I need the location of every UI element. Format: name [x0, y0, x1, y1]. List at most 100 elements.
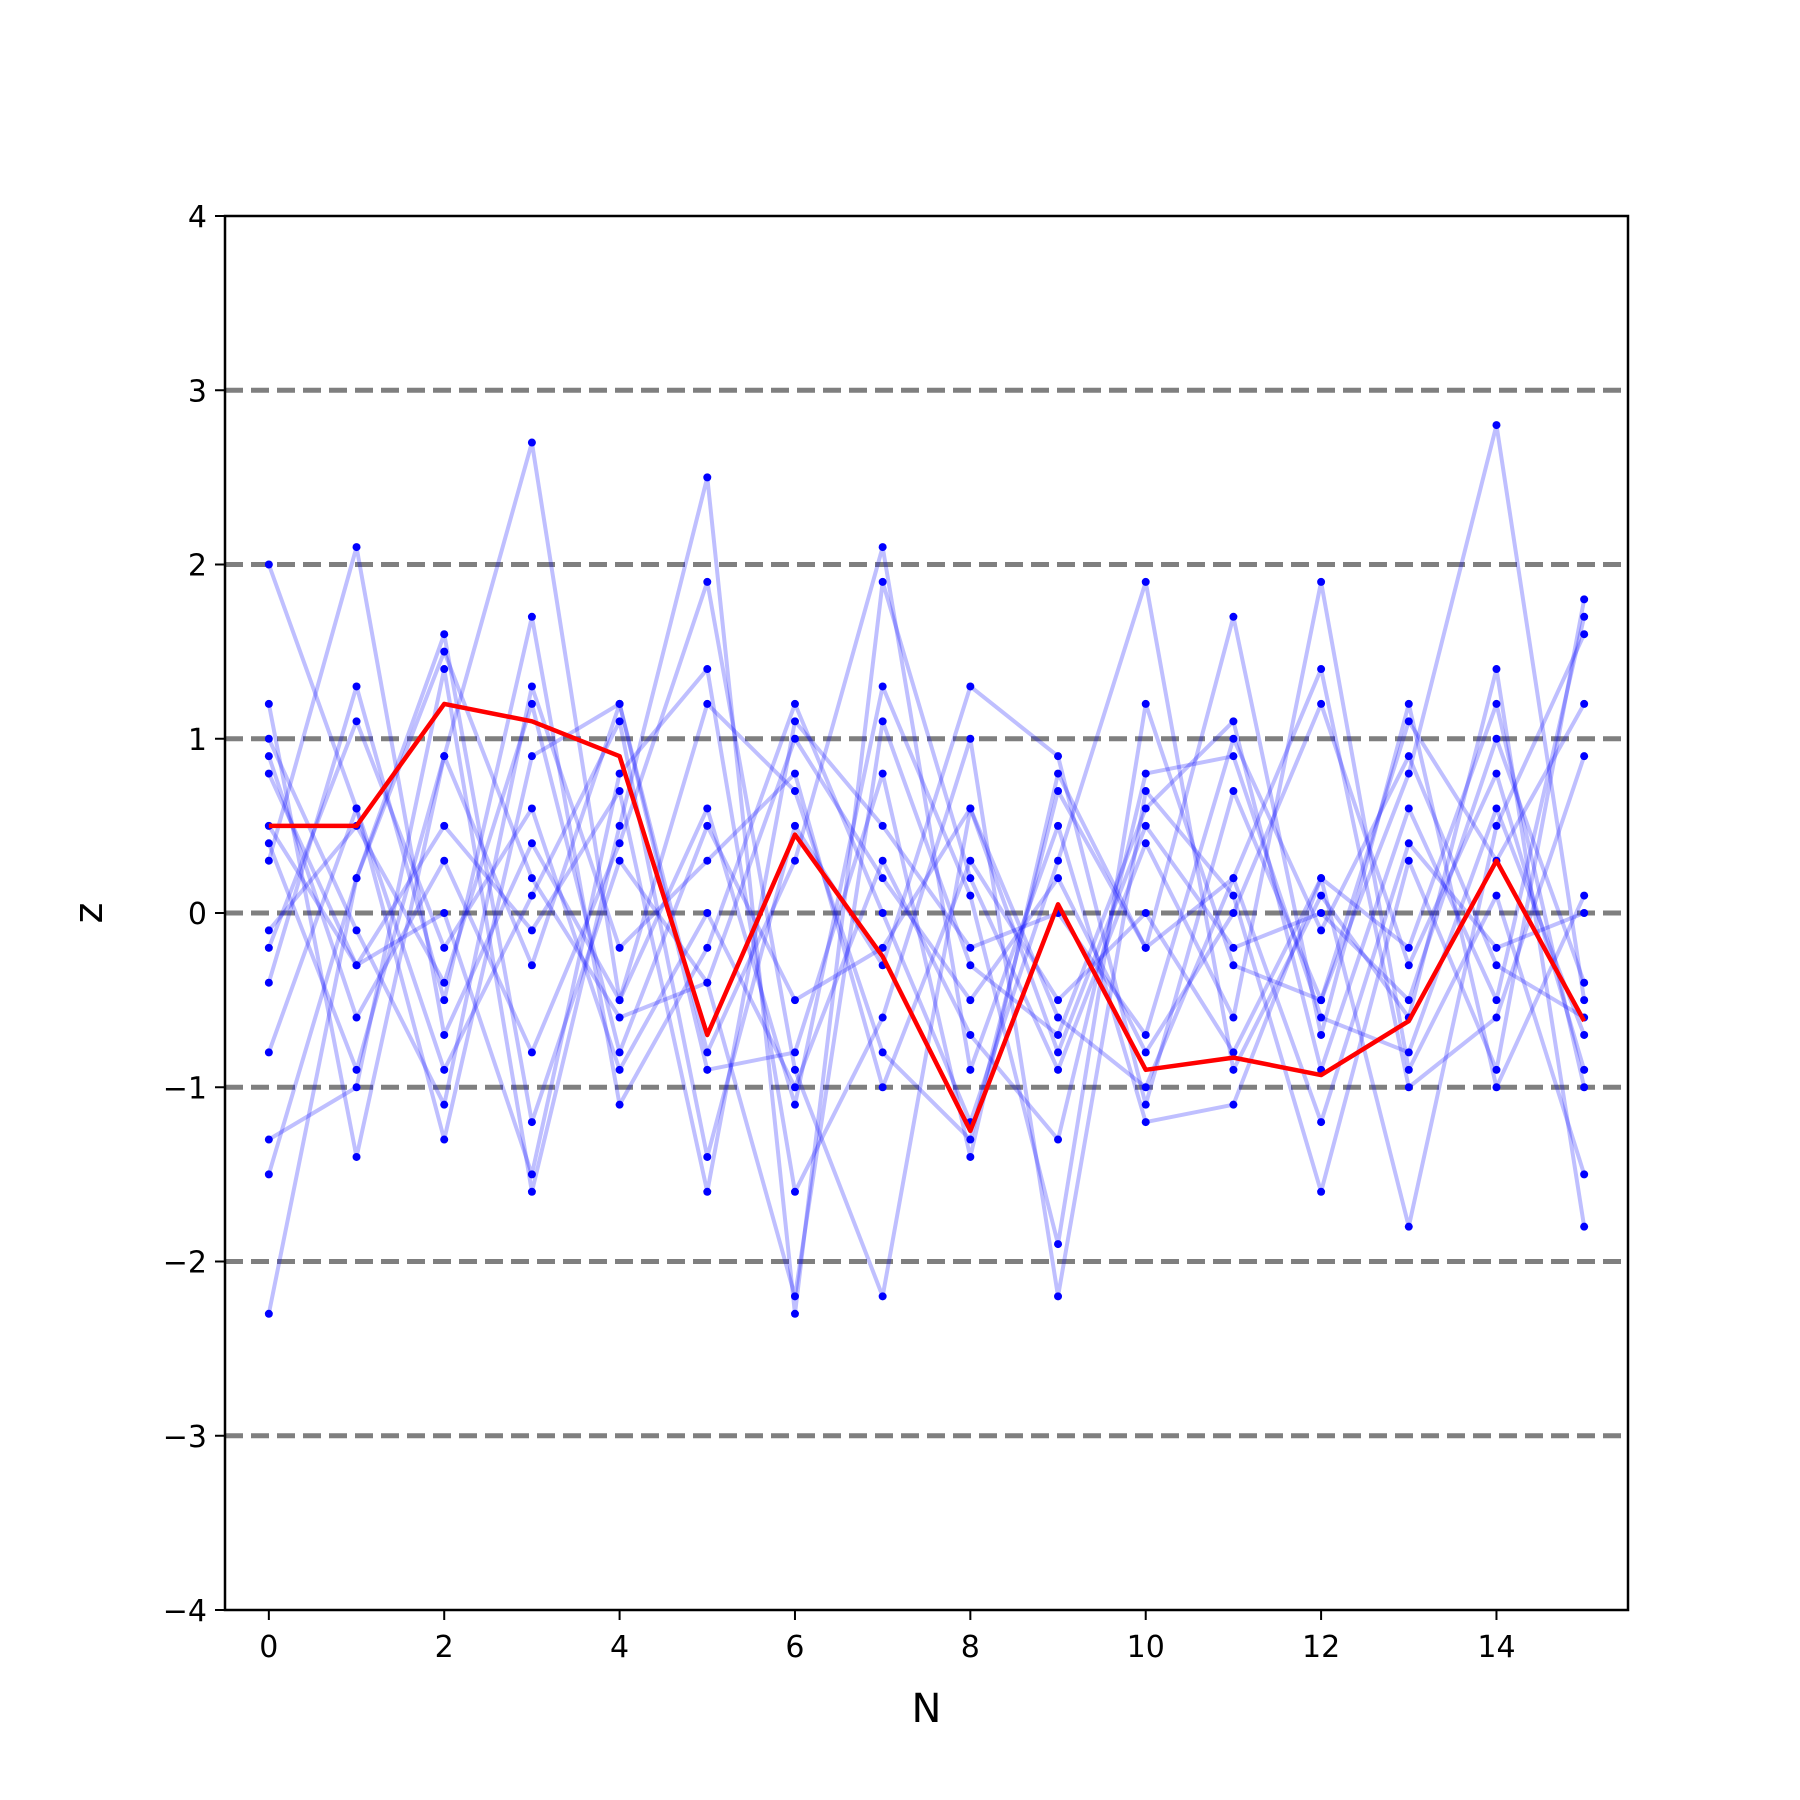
- highlight-series: [268, 701, 1587, 1134]
- background-series-point: [878, 1292, 887, 1301]
- x-tick-label: 10: [1127, 1630, 1165, 1665]
- background-series-line: [266, 563, 1586, 1159]
- background-series-point: [790, 856, 799, 865]
- background-series-point: [703, 1187, 712, 1196]
- background-series-point: [1141, 1048, 1150, 1057]
- background-series-point: [1404, 996, 1413, 1005]
- background-series-point: [440, 1100, 449, 1109]
- background-series-point: [1054, 1240, 1063, 1249]
- background-series-point: [440, 647, 449, 656]
- y-tick-label: 2: [188, 549, 207, 584]
- background-series-point: [1141, 1083, 1150, 1092]
- background-series-point: [878, 856, 887, 865]
- y-tick-label: 4: [188, 200, 207, 235]
- background-series-point: [1229, 1100, 1238, 1109]
- background-series-point: [1317, 909, 1326, 917]
- background-series-point: [1580, 612, 1589, 621]
- x-tick-label: 0: [259, 1630, 278, 1665]
- background-series-point: [440, 1135, 449, 1144]
- background-series-point: [264, 769, 273, 778]
- background-series-point: [1492, 1065, 1501, 1074]
- background-series-point: [1229, 734, 1238, 743]
- background-series-point: [1317, 891, 1326, 900]
- background-series-point: [527, 752, 536, 761]
- background-series-point: [966, 682, 975, 691]
- background-series-point: [703, 665, 712, 674]
- background-series-point: [1054, 996, 1063, 1005]
- background-series-point: [352, 1065, 361, 1074]
- background-series-point: [264, 1135, 273, 1144]
- background-series-point: [1054, 1013, 1063, 1022]
- background-series-point: [615, 839, 624, 848]
- background-series-point: [1580, 1083, 1589, 1092]
- background-series-point: [527, 1187, 536, 1196]
- background-series-point: [352, 874, 361, 883]
- y-tick-label: −4: [163, 1594, 207, 1629]
- background-series-point: [1404, 1083, 1413, 1092]
- x-axis-label: N: [912, 1686, 942, 1732]
- background-series-point: [1317, 1013, 1326, 1022]
- background-series-point: [878, 1048, 887, 1057]
- background-series-point: [440, 996, 449, 1005]
- background-series-point: [1317, 577, 1326, 586]
- background-series-point: [966, 1152, 975, 1161]
- y-tick-label: 3: [188, 374, 207, 409]
- y-tick-label: −3: [163, 1420, 207, 1455]
- background-series-line: [266, 579, 1587, 1299]
- background-series-point: [1317, 1030, 1326, 1039]
- background-series-point: [1141, 787, 1150, 796]
- background-series-point: [878, 821, 887, 830]
- background-series-point: [527, 682, 536, 691]
- background-series-line: [266, 616, 1587, 1299]
- background-series-point: [1141, 1118, 1150, 1127]
- background-series-point: [1492, 421, 1501, 430]
- x-tick-label: 14: [1477, 1630, 1515, 1665]
- background-series-point: [264, 734, 273, 743]
- background-series-point: [1404, 1065, 1413, 1074]
- background-series-line: [266, 423, 1587, 1247]
- background-series-line: [266, 579, 1587, 1227]
- background-series-point: [1229, 717, 1238, 726]
- background-series-point: [1054, 856, 1063, 865]
- background-series-point: [966, 874, 975, 883]
- background-series-point: [615, 1048, 624, 1057]
- background-series-point: [615, 769, 624, 778]
- background-series-point: [352, 543, 361, 552]
- background-series-point: [1229, 787, 1238, 796]
- background-series-point: [966, 943, 975, 952]
- background-series-point: [1492, 769, 1501, 778]
- background-series-point: [1054, 1065, 1063, 1074]
- background-series-point: [264, 978, 273, 987]
- background-series-point: [1141, 909, 1150, 917]
- background-series-point: [703, 1065, 712, 1074]
- background-series-point: [1229, 909, 1238, 917]
- background-series-point: [1317, 1118, 1326, 1127]
- background-series-point: [1404, 856, 1413, 865]
- background-series-point: [1404, 1222, 1413, 1231]
- background-series-point: [790, 1065, 799, 1074]
- background-series-point: [1580, 909, 1589, 917]
- background-series-point: [1404, 804, 1413, 813]
- background-series-point: [1492, 943, 1501, 952]
- background-series-point: [527, 804, 536, 813]
- background-series-point: [264, 943, 273, 952]
- background-series-point: [790, 1292, 799, 1301]
- background-series-point: [703, 699, 712, 708]
- background-series-point: [440, 630, 449, 639]
- background-series-point: [790, 821, 799, 830]
- background-series-point: [1141, 804, 1150, 813]
- background-series-point: [440, 978, 449, 987]
- background-series-point: [527, 839, 536, 848]
- background-series-point: [527, 961, 536, 970]
- background-series-point: [966, 804, 975, 813]
- background-series-point: [352, 961, 361, 970]
- background-series-point: [1492, 734, 1501, 743]
- background-series-point: [1229, 1013, 1238, 1022]
- background-series-point: [615, 787, 624, 796]
- background-series-point: [966, 1030, 975, 1039]
- background-series-point: [527, 1048, 536, 1057]
- background-series-point: [440, 1030, 449, 1039]
- background-series-point: [440, 943, 449, 952]
- background-series-point: [527, 891, 536, 900]
